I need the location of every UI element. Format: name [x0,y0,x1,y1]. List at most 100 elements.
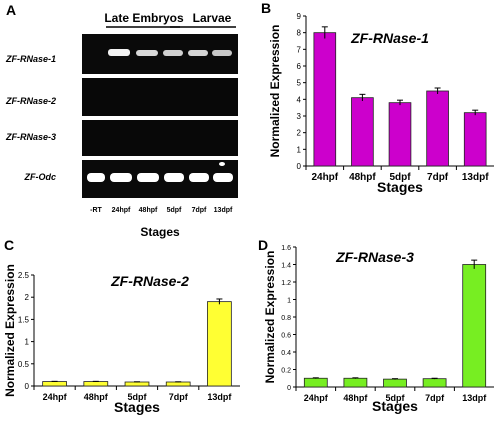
x-axis-label: Stages [114,399,160,415]
x-tick-label: 5dpf [386,393,406,403]
y-tick-label: 0.5 [18,360,30,369]
lane-label: 24hpf [112,207,131,214]
group-label-late-embryos: Late Embryos [104,11,184,25]
y-axis-label: Normalized Expression [263,251,277,384]
gel-spot [219,162,225,166]
y-axis-label: Normalized Expression [268,25,282,158]
x-tick-label: 24hpf [311,172,338,183]
lane-label: 13dpf [214,207,233,214]
x-tick-label: 48hpf [84,392,109,402]
y-tick-label: 4 [297,95,302,104]
gel-band [212,50,232,56]
lane-label: -RT [90,207,102,214]
chart-rnase-2: 0 0.5 1 1.5 2 2.5 24hpf 48hpf 5dpf 7dpf 13dpf ZF-RN… [3,264,240,415]
gel-band [188,50,208,56]
chart-rnase-1: 0 1 2 3 4 5 6 7 8 9 24hpf 48hpf 5dpf 7dpf 13dpf ZF-RNas… [268,12,494,195]
panel-letter-a: A [6,2,16,18]
y-tick-label: 1.6 [281,245,291,252]
bar [426,90,449,167]
bar [303,377,328,388]
gel-band [164,173,184,182]
y-tick-label: 7 [297,45,302,54]
x-tick-label: 48hpf [343,393,368,403]
x-axis-label: Stages [377,179,423,195]
y-tick-label: 1.4 [281,263,291,270]
gel-band [108,49,130,56]
chart-rnase-3: 0 0.2 0.4 0.6 0.8 1 1.2 1.4 1.6 24hpf 48hpf 5dpf 7dp… [263,245,494,414]
y-axis-label: Normalized Expression [3,264,17,397]
bar [83,381,109,387]
x-tick-label: 13dpf [462,172,489,183]
bar [42,381,67,387]
bar [463,112,487,167]
gel-strip-rnase-3 [82,120,238,156]
x-tick-label: 24hpf [304,393,329,403]
x-tick-label: 13dpf [207,392,232,402]
bar [313,32,337,167]
bar [343,377,368,388]
x-tick-label: 5dpf [389,172,411,183]
y-tick-label: 1 [297,145,302,154]
gel-strip-rnase-1 [82,34,238,74]
x-tick-label: 5dpf [128,392,148,402]
row-label-odc: ZF-Odc [24,172,57,182]
y-tick-label: 0 [287,385,291,392]
x-tick-label: 24hpf [43,392,68,402]
y-tick-label: 0.4 [281,350,291,357]
y-tick-label: 0.2 [281,368,291,375]
y-tick-label: 0 [297,162,302,171]
gel-band [137,173,159,182]
lane-label: 48hpf [139,207,158,214]
y-tick-label: 0.8 [281,315,291,322]
panel-letter-d: D [258,237,268,253]
panel-letter-c: C [4,237,14,253]
bar [462,264,487,388]
row-label-rnase-1: ZF-RNase-1 [5,54,56,64]
y-tick-label: 2 [25,293,30,302]
x-axis-label: Stages [372,398,418,414]
y-tick-label: 1 [25,338,30,347]
y-tick-label: 8 [297,29,302,38]
y-tick-label: 5 [297,79,302,88]
y-tick-label: 6 [297,62,302,71]
bar [383,378,407,388]
x-tick-label: 7dpf [425,393,445,403]
gel-band [213,173,233,182]
row-label-rnase-3: ZF-RNase-3 [5,132,56,142]
chart-title: ZF-RNase-2 [110,273,189,289]
panel-c: C 0 0.5 1 1.5 2 2.5 24hpf 48hpf 5dpf 7dpf 13dpf ZF-… [3,237,240,415]
x-tick-label: 7dpf [169,392,189,402]
bar [351,97,374,167]
y-tick-label: 2.5 [18,271,30,280]
y-tick-label: 9 [297,12,302,21]
chart-title: ZF-RNase-3 [335,249,414,265]
panel-d: D 0 0.2 0.4 0.6 0.8 1 1.2 1.4 1.6 24hpf 48hpf 5dpf 7… [258,237,494,414]
x-tick-label: 7dpf [427,172,449,183]
y-tick-label: 3 [297,112,302,121]
bar [165,381,191,387]
panel-letter-b: B [261,0,271,16]
gel-band [87,173,105,182]
y-tick-label: 0 [25,382,30,391]
y-tick-label: 1.2 [281,280,291,287]
gel-band [163,50,183,56]
bar [124,381,150,387]
gel-strip-odc [82,160,238,198]
chart-title: ZF-RNase-1 [350,30,429,46]
gel-band [189,173,209,182]
y-tick-label: 2 [297,129,302,138]
x-tick-label: 13dpf [462,393,487,403]
x-tick-label: 48hpf [349,172,376,183]
lane-label: 5dpf [167,207,182,214]
y-tick-label: 0.6 [281,333,291,340]
y-tick-label: 1.5 [18,315,30,324]
panel-a: A Late Embryos Larvae ZF-RNase-1 ZF-RNas… [5,2,238,239]
panel-b: B 0 1 2 3 4 5 6 7 8 9 24hpf 48hpf 5dpf 7dpf 13dpf ZF-RN… [261,0,494,195]
bar [207,301,232,387]
y-tick-label: 1 [287,298,291,305]
lane-label: 7dpf [192,207,207,214]
bar [422,378,447,388]
gel-strip-rnase-2 [82,78,238,116]
gel-x-axis-label: Stages [140,225,180,239]
